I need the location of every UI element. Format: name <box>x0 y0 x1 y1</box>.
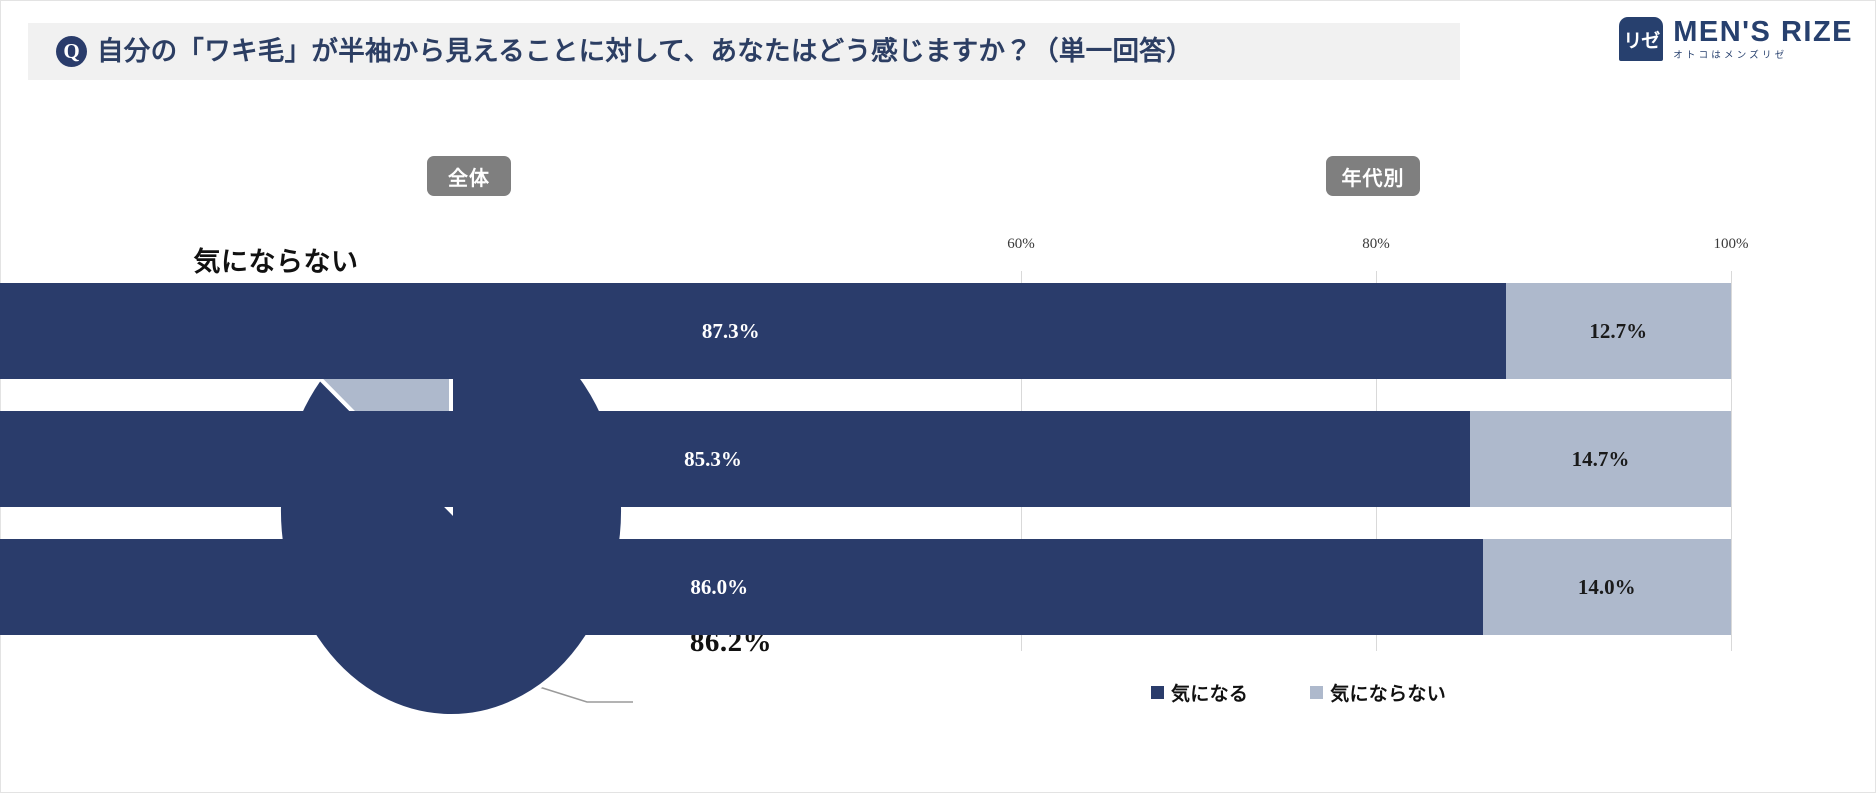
logo-mark-icon: リゼ <box>1619 17 1664 61</box>
bar-segment: 85.3% <box>0 411 1471 507</box>
legend-label: 気にならない <box>1330 684 1447 705</box>
brand-logo: リゼ MEN'S RIZE オトコはメンズリゼ <box>1619 13 1853 65</box>
header: Q 自分の「ワキ毛」が半袖から見えることに対して、あなたはどう感じますか？（単一… <box>1 1 1876 97</box>
x-axis-tick-label: 60% <box>1007 236 1035 252</box>
bar-segment: 14.0% <box>1482 539 1731 635</box>
x-axis-tick-label: 100% <box>1713 236 1749 252</box>
bar-row: 85.3% 14.7% <box>0 411 1731 507</box>
legend-label: 気になる <box>1171 684 1249 705</box>
bar-segment: 87.3% <box>0 283 1506 379</box>
gridline <box>1731 271 1732 651</box>
bar-segment: 86.0% <box>0 539 1483 635</box>
by-age-bar-chart: 60% 80% 100% 20代87.3%12.7%30代85.3%14.7%40代… <box>0 201 1841 761</box>
bar-row: 86.0% 14.0% <box>0 539 1731 635</box>
legend-item: 気にならない <box>1310 679 1446 706</box>
x-axis-tick-label: 80% <box>1362 236 1390 252</box>
bar-segment: 14.7% <box>1470 411 1731 507</box>
legend-swatch-icon <box>1310 686 1324 699</box>
question-badge-icon: Q <box>56 36 87 67</box>
logo-tagline: オトコはメンズリゼ <box>1673 49 1788 61</box>
bar-row: 87.3% 12.7% <box>0 283 1731 379</box>
section-badge-overall: 全体 <box>427 156 511 196</box>
legend-swatch-icon <box>1151 686 1164 699</box>
bar-segment: 12.7% <box>1505 283 1731 379</box>
bar-plot-area: 20代87.3%12.7%30代85.3%14.7%40代86.0%14.0% <box>0 271 1732 651</box>
logo-wordmark: MEN'S RIZE オトコはメンズリゼ <box>1673 15 1853 61</box>
x-axis-tick-labels: 60% 80% 100% <box>941 236 1841 258</box>
chart-legend: 気になる 気にならない <box>1151 679 1446 706</box>
legend-item: 気になる <box>1151 679 1248 706</box>
section-badge-by-age: 年代別 <box>1326 156 1420 196</box>
question-bar: Q 自分の「ワキ毛」が半袖から見えることに対して、あなたはどう感じますか？（単一… <box>28 23 1460 80</box>
logo-name: MEN'S RIZE <box>1673 15 1853 48</box>
page-title: 自分の「ワキ毛」が半袖から見えることに対して、あなたはどう感じますか？（単一回答… <box>97 36 1193 67</box>
leader-line-yes <box>532 684 633 703</box>
pie-label-no-name: 気にならない <box>193 247 359 277</box>
